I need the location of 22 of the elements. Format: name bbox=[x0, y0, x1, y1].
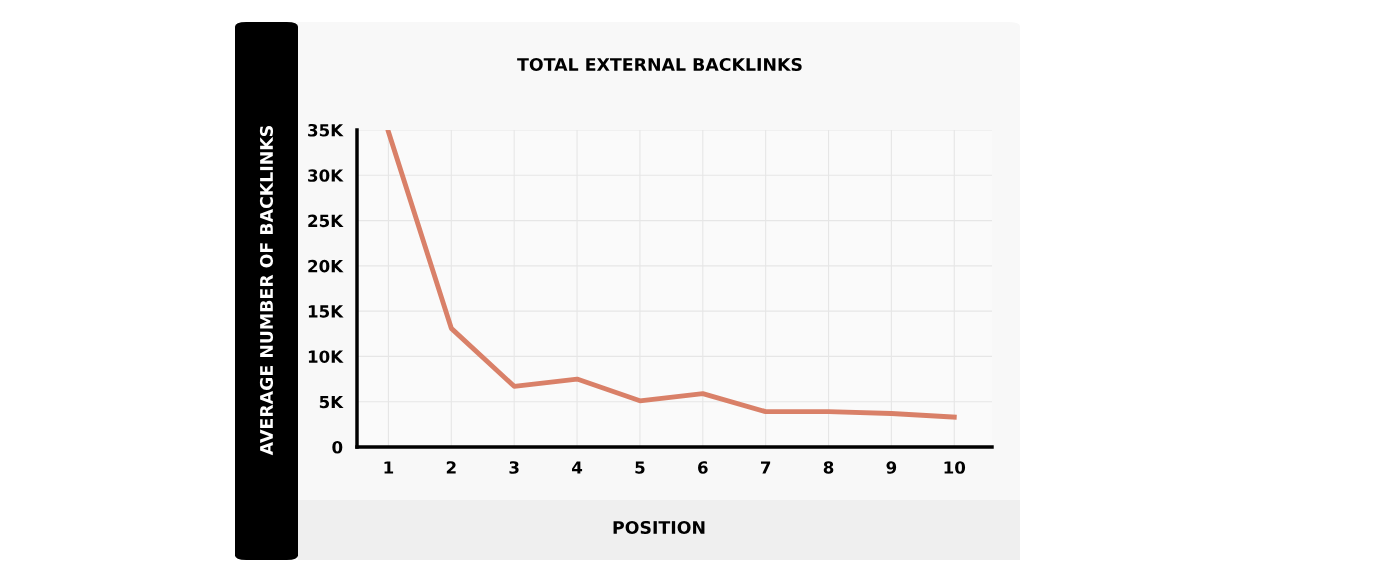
x-tick-label: 8 bbox=[823, 461, 834, 474]
y-axis-title: AVERAGE NUMBER OF BACKLINKS bbox=[259, 126, 274, 456]
x-tick-label: 6 bbox=[698, 461, 708, 474]
y-tick-label: 25K bbox=[308, 214, 344, 228]
y-tick-label: 10K bbox=[308, 350, 344, 363]
x-tick-label: 3 bbox=[509, 461, 519, 474]
y-tick-label: 35K bbox=[308, 123, 344, 137]
x-tick-label: 5 bbox=[635, 461, 645, 474]
x-tick-label: 9 bbox=[886, 461, 897, 474]
x-axis-title: POSITION bbox=[613, 520, 705, 535]
y-tick-label: 30K bbox=[308, 169, 344, 182]
y-tick-label: 15K bbox=[308, 305, 344, 318]
y-tick-label: 0 bbox=[332, 440, 343, 454]
line-series bbox=[386, 130, 957, 420]
x-tick-label: 10 bbox=[944, 461, 966, 474]
x-tick-label: 2 bbox=[446, 461, 456, 474]
chart-title: TOTAL EXTERNAL BACKLINKS bbox=[517, 57, 802, 72]
y-tick-label: 20K bbox=[308, 259, 344, 273]
y-tick-label: 5K bbox=[319, 395, 344, 409]
x-tick-label: 4 bbox=[572, 461, 583, 474]
x-tick-label: 1 bbox=[384, 461, 394, 474]
x-tick-label: 7 bbox=[760, 461, 771, 474]
